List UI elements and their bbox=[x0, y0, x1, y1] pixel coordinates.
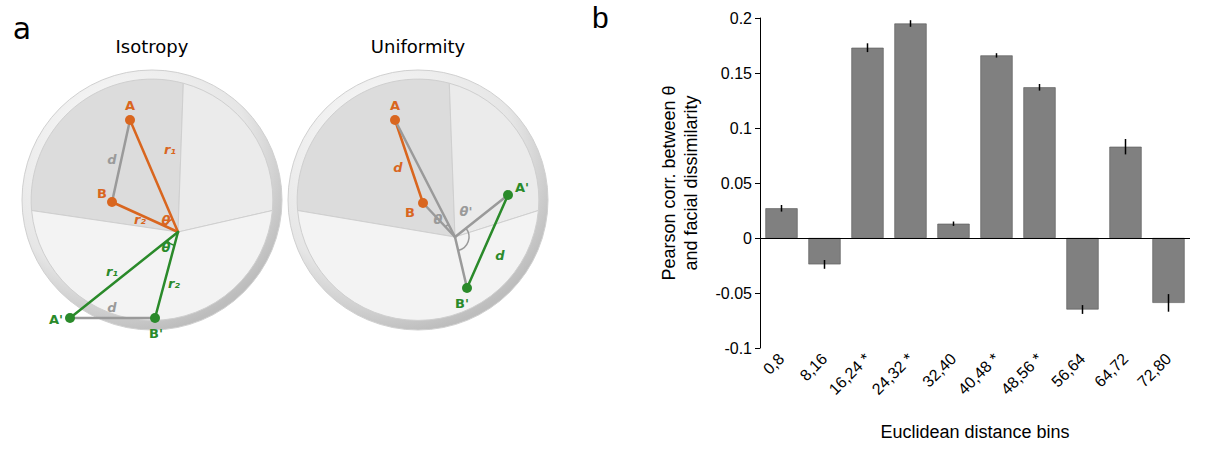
svg-text:θ': θ' bbox=[460, 204, 473, 219]
svg-text:0.2: 0.2 bbox=[730, 10, 752, 27]
svg-text:B': B' bbox=[149, 326, 163, 341]
svg-text:A': A' bbox=[515, 180, 529, 195]
svg-text:d: d bbox=[107, 300, 117, 315]
svg-text:0.05: 0.05 bbox=[721, 175, 752, 192]
svg-text:48,56 *: 48,56 * bbox=[998, 350, 1046, 398]
svg-text:θ: θ bbox=[162, 240, 171, 255]
svg-text:A': A' bbox=[49, 312, 63, 327]
svg-text:and facial dissimilarity: and facial dissimilarity bbox=[681, 95, 701, 270]
svg-text:0.1: 0.1 bbox=[730, 120, 752, 137]
svg-text:24,32 *: 24,32 * bbox=[869, 350, 917, 398]
svg-text:d: d bbox=[107, 152, 117, 167]
svg-text:r₂: r₂ bbox=[168, 276, 180, 291]
svg-text:b: b bbox=[592, 1, 609, 34]
svg-text:A: A bbox=[125, 98, 135, 113]
svg-text:72,80: 72,80 bbox=[1134, 350, 1174, 390]
svg-text:θ: θ bbox=[434, 212, 443, 227]
svg-text:-0.05: -0.05 bbox=[716, 285, 753, 302]
svg-text:Euclidean distance bins: Euclidean distance bins bbox=[880, 422, 1069, 442]
svg-text:d: d bbox=[495, 248, 505, 263]
svg-text:-0.1: -0.1 bbox=[724, 340, 752, 357]
svg-text:0.15: 0.15 bbox=[721, 65, 752, 82]
svg-text:r₁: r₁ bbox=[106, 264, 118, 279]
svg-text:B': B' bbox=[455, 296, 469, 311]
svg-text:B: B bbox=[405, 205, 415, 220]
svg-text:40,48 *: 40,48 * bbox=[955, 350, 1003, 398]
svg-text:56,64: 56,64 bbox=[1048, 350, 1088, 390]
svg-text:θ: θ bbox=[162, 213, 171, 228]
svg-text:r₂: r₂ bbox=[134, 212, 146, 227]
svg-text:Pearson corr. between θ: Pearson corr. between θ bbox=[659, 85, 679, 280]
svg-text:a: a bbox=[13, 11, 31, 46]
svg-text:32,40: 32,40 bbox=[919, 350, 959, 390]
svg-text:16,24 *: 16,24 * bbox=[826, 350, 874, 398]
svg-text:Uniformity: Uniformity bbox=[371, 36, 466, 57]
svg-text:0,8: 0,8 bbox=[760, 350, 788, 378]
svg-text:64,72: 64,72 bbox=[1091, 350, 1131, 390]
svg-text:d: d bbox=[393, 160, 403, 175]
svg-text:0: 0 bbox=[743, 230, 752, 247]
svg-text:Isotropy: Isotropy bbox=[116, 36, 189, 57]
svg-text:A: A bbox=[390, 98, 400, 113]
svg-text:8,16: 8,16 bbox=[796, 350, 830, 384]
svg-text:r₁: r₁ bbox=[164, 142, 176, 157]
svg-text:B: B bbox=[97, 186, 107, 201]
